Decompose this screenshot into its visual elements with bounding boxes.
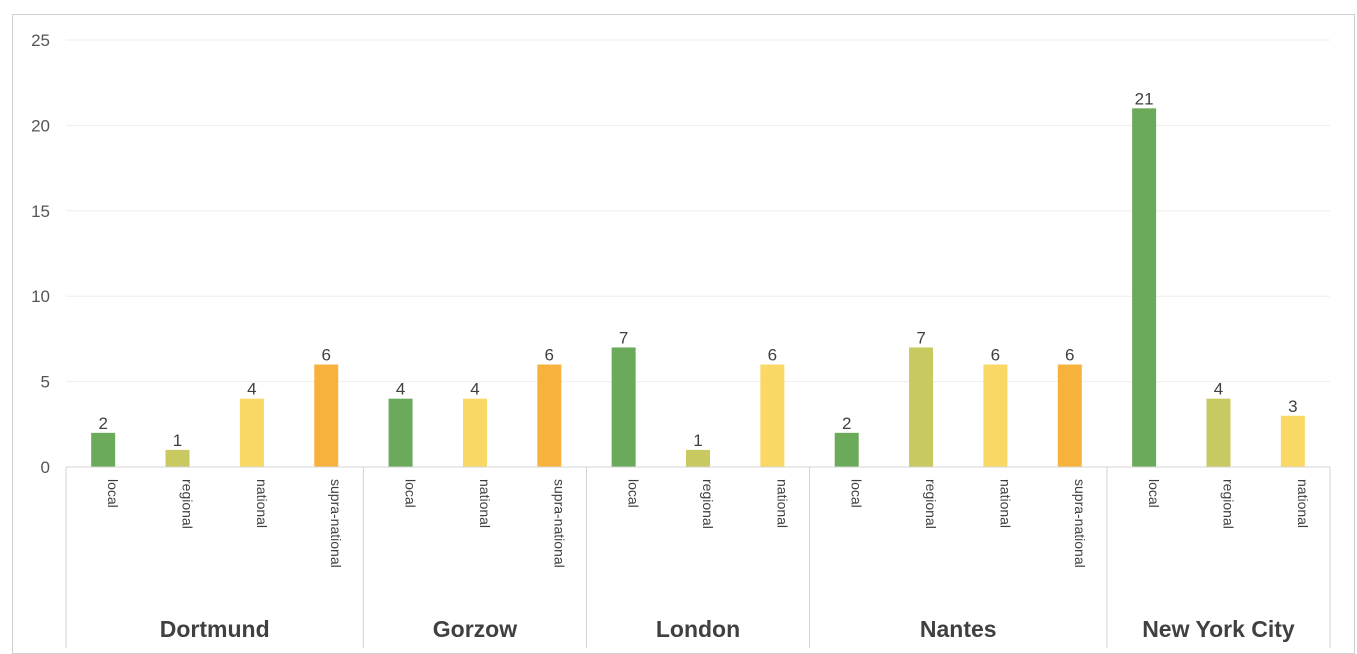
bar-nantes-supra-national [1057,364,1082,467]
y-tick-label: 10 [31,287,50,306]
group-label: Nantes [920,616,997,642]
bar-london-local [611,347,636,467]
data-label: 4 [247,380,256,399]
category-tick-label: national [1295,479,1311,528]
bar-gorzow-local [388,398,413,467]
category-tick-label: local [626,479,642,508]
data-label: 3 [1288,397,1297,416]
y-tick-label: 15 [31,202,50,221]
category-tick-label: supra-national [328,479,344,568]
bar-dortmund-supra-national [314,364,339,467]
bar-new-york-city-local [1132,108,1157,467]
data-label: 6 [322,346,331,365]
data-label: 6 [768,346,777,365]
data-label: 6 [1065,346,1074,365]
data-label: 2 [98,414,107,433]
group-label: New York City [1142,616,1295,642]
group-label: Dortmund [160,616,270,642]
category-tick-label: local [1146,479,1162,508]
bar-london-national [760,364,785,467]
category-axis: local regional national supra-national Dortm… [65,466,1331,648]
bar-new-york-city-national [1280,415,1305,467]
bar-london-regional [686,449,710,467]
category-tick-label: supra-national [551,479,567,568]
data-label: 1 [693,431,702,450]
data-label: 7 [916,328,925,347]
bar-gorzow-supra-national [537,364,562,467]
bars [91,108,1305,467]
bar-dortmund-regional [165,449,190,467]
group-label: Gorzow [433,616,517,642]
category-tick-label: local [849,479,865,508]
data-label: 6 [991,346,1000,365]
category-tick-label: national [774,479,790,528]
group-label: London [656,616,740,642]
category-tick-label: local [403,479,419,508]
y-tick-label: 0 [41,458,50,477]
y-tick-label: 25 [31,31,50,50]
y-tick-label: 20 [31,116,50,135]
data-label: 21 [1135,89,1154,108]
bar-gorzow-national [462,398,487,467]
bar-dortmund-local [91,432,116,467]
bar-new-york-city-regional [1206,398,1231,467]
bar-nantes-regional [909,347,934,467]
category-tick-label: regional [1220,479,1236,529]
category-tick-label: local [105,479,121,508]
bar-dortmund-national [239,398,264,467]
data-label: 4 [1214,380,1223,399]
category-tick-label: national [997,479,1013,528]
data-label: 6 [545,346,554,365]
data-label: 4 [396,380,405,399]
category-tick-label: national [477,479,493,528]
chart-frame [12,14,1355,654]
category-tick-label: regional [923,479,939,529]
category-tick-label: national [254,479,270,528]
y-axis: 0 5 10 15 20 25 [31,31,50,477]
category-tick-label: regional [700,479,716,529]
category-tick-label: supra-national [1072,479,1088,568]
category-tick-label: regional [180,479,196,529]
data-label: 7 [619,328,628,347]
data-label: 2 [842,414,851,433]
bar-nantes-local [834,432,859,467]
bar-nantes-national [983,364,1008,467]
data-label: 4 [470,380,479,399]
data-label: 1 [173,431,182,450]
gridlines [66,39,1330,383]
y-tick-label: 5 [41,373,50,392]
